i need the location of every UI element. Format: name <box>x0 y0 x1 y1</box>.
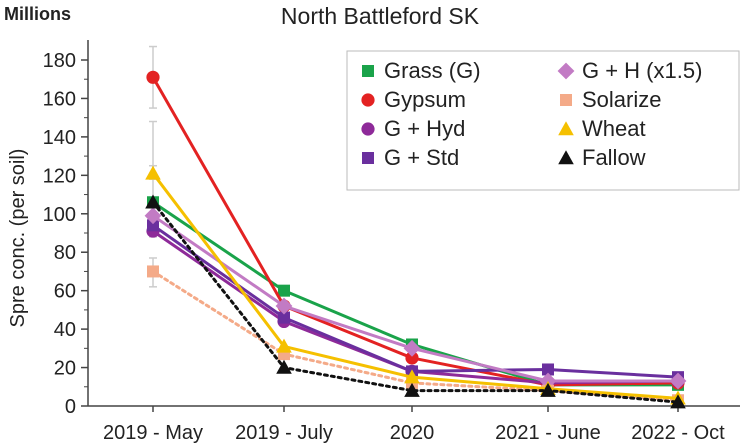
chart-title: North Battleford SK <box>281 3 480 29</box>
legend-label: G + H (x1.5) <box>582 58 702 83</box>
data-point <box>276 338 292 353</box>
data-point <box>403 339 421 357</box>
legend-entry: Grass (G) <box>362 58 481 83</box>
legend-entry: G + Hyd <box>361 116 465 141</box>
legend-entry: Wheat <box>558 116 646 141</box>
y-tick-label: 120 <box>43 165 76 187</box>
legend-marker <box>362 65 374 77</box>
data-point <box>404 369 420 384</box>
data-point <box>146 70 160 84</box>
data-point <box>669 372 687 390</box>
data-point <box>275 297 293 315</box>
x-tick-label: 2019 - July <box>235 422 333 444</box>
y-tick-label: 180 <box>43 50 76 72</box>
legend-entry: Fallow <box>558 145 646 170</box>
data-point <box>147 265 159 278</box>
legend: Grass (G) Gypsum G + Hyd G + Std G + H (x1.5… <box>346 50 740 191</box>
data-point <box>276 359 292 374</box>
legend-label: Grass (G) <box>384 58 481 83</box>
data-point <box>145 194 161 209</box>
y-tick-label: 160 <box>43 88 76 110</box>
legend-label: G + Std <box>384 145 459 170</box>
legend-marker <box>362 152 374 164</box>
legend-entry: Solarize <box>560 87 661 112</box>
x-tick-label: 2022 - Oct <box>631 422 725 444</box>
legend-marker <box>361 122 375 136</box>
y-tick-label: 60 <box>54 281 76 303</box>
y-tick-label: 140 <box>43 127 76 149</box>
legend-box <box>346 50 740 191</box>
x-tick-label: 2020 <box>390 422 435 444</box>
data-point <box>147 219 159 232</box>
legend-entry: G + Std <box>362 145 459 170</box>
x-tick-label: 2019 - May <box>103 422 203 444</box>
legend-entry: Gypsum <box>361 87 466 112</box>
legend-label: Wheat <box>582 116 646 141</box>
data-point <box>145 165 161 180</box>
legend-entry: G + H (x1.5) <box>557 58 702 83</box>
y-tick-label: 100 <box>43 204 76 226</box>
legend-label: Fallow <box>582 145 646 170</box>
legend-marker <box>558 150 574 165</box>
units-label: Millions <box>4 4 71 24</box>
legend-marker <box>560 94 572 106</box>
y-tick-label: 20 <box>54 358 76 380</box>
legend-marker <box>557 62 575 80</box>
data-point <box>542 363 554 376</box>
legend-label: G + Hyd <box>384 116 465 141</box>
data-point <box>405 351 419 365</box>
y-tick-label: 80 <box>54 242 76 264</box>
data-point <box>404 382 420 397</box>
series-fallow <box>145 194 686 409</box>
plot-area: 0 20 40 60 80 100 120 140 160 180 2019 - May 2019 -… <box>43 40 740 444</box>
legend-marker <box>558 121 574 136</box>
y-axis-label: Spre conc. (per soil) <box>7 149 29 328</box>
data-point <box>278 284 290 297</box>
data-point <box>540 382 556 397</box>
legend-label: Gypsum <box>384 87 466 112</box>
legend-marker <box>361 93 375 107</box>
data-point <box>278 311 290 324</box>
data-point <box>144 207 162 225</box>
data-point <box>670 394 686 409</box>
x-tick-label: 2021 - June <box>495 422 601 444</box>
y-tick-label: 40 <box>54 319 76 341</box>
legend-label: Solarize <box>582 87 661 112</box>
series-line <box>151 200 680 404</box>
series-g-hyd <box>146 224 685 390</box>
y-tick-label: 0 <box>65 396 76 418</box>
